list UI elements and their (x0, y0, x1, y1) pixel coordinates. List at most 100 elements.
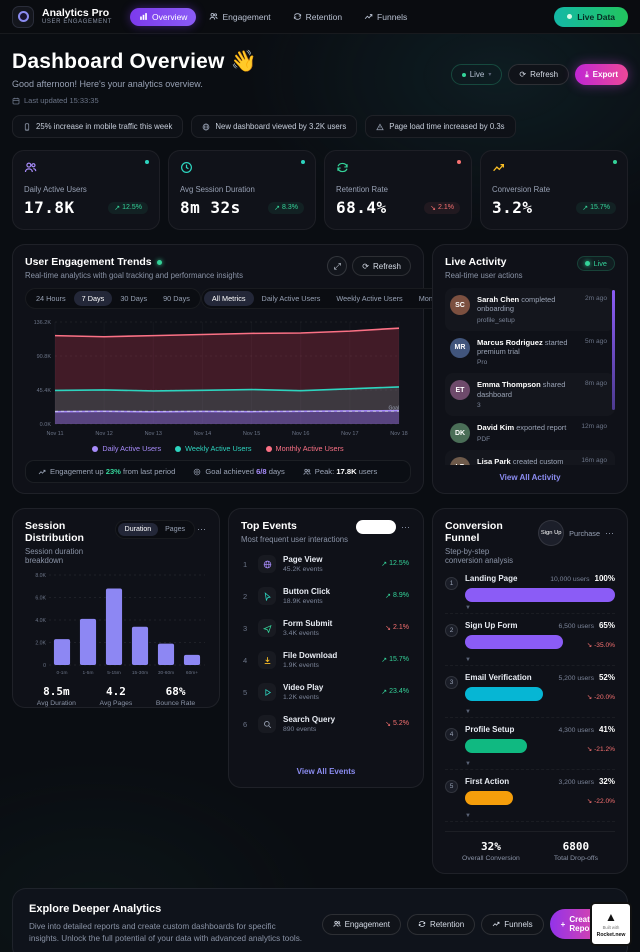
step-percent: 41% (598, 725, 615, 734)
tab-metric-daily-active-users[interactable]: Daily Active Users (261, 294, 321, 303)
tab-range-30-days[interactable]: 30 Days (120, 294, 148, 303)
alert-chip-1[interactable]: New dashboard viewed by 3.2K users (191, 115, 358, 138)
more-menu-icon[interactable]: ⋯ (605, 527, 615, 538)
explore-banner: Explore Deeper Analytics Dive into detai… (12, 888, 628, 952)
event-name: File Download (283, 651, 338, 660)
activity-tag: profile_setup (477, 316, 515, 324)
event-row-button-click[interactable]: 2 Button Click 18.9K events ↗ 8.9% (241, 580, 411, 612)
funnel-summary: 32% Overall Conversion 6800 Total Drop-offs (445, 831, 615, 862)
session-bar-chart[interactable]: 8.0K 6.0K 4.0K 2.0K 0 0-1m 1-5m 5-15m 15-30m 30-6… (25, 569, 209, 677)
engagement-area-chart[interactable]: 136.2K 90.8K 45.4K 0.0K Nov 11 Nov 12 Nov 13 No… (25, 314, 413, 440)
more-menu-icon[interactable]: ⋯ (197, 524, 207, 534)
tab-range-7-days[interactable]: 7 Days (73, 291, 113, 306)
stat-label: Retention Rate (336, 185, 389, 194)
event-row-video-play[interactable]: 5 Video Play 1.2K events ↗ 23.4% (241, 676, 411, 708)
events-toggle-pill[interactable] (356, 520, 396, 534)
alert-chip-0[interactable]: 25% increase in mobile traffic this week (12, 115, 184, 138)
live-select[interactable]: Live ▾ (450, 64, 503, 85)
expand-button[interactable]: ⤢ (327, 256, 348, 276)
step-number: 4 (445, 728, 458, 741)
toggle-session-pages[interactable]: Pages (165, 526, 185, 533)
calendar-icon (12, 97, 20, 104)
explore-text: Dive into detailed reports and create cu… (29, 922, 303, 944)
export-button[interactable]: ⤓ Export (575, 64, 628, 85)
status-dot-icon (145, 160, 149, 164)
refresh-button[interactable]: ⟳ Refresh (508, 64, 570, 85)
funnel-step-email-verification[interactable]: 3 Email Verification 5,200 users 52% ↘ -20.0… (445, 666, 615, 718)
tab-metric-weekly-active-users[interactable]: Weekly Active Users (336, 294, 403, 303)
event-row-form-submit[interactable]: 3 Form Submit 3.4K events ↘ 2.1% (241, 612, 411, 644)
activity-time: 12m ago (581, 423, 607, 431)
funnel-step-profile-setup[interactable]: 4 Profile Setup 4,300 users 41% ↘ -21.2% ▼ (445, 718, 615, 770)
activity-row[interactable]: LPLisa Park created custom filtercustom_… (445, 450, 615, 465)
activity-row[interactable]: DK David Kim exported report PDF 12m ago (445, 416, 615, 450)
tab-metric-all-metrics[interactable]: All Metrics (203, 291, 254, 306)
activity-row[interactable]: MR Marcus Rodriguez started premium trial… (445, 331, 615, 374)
legend-monthly-active-users[interactable]: Monthly Active Users (265, 444, 344, 453)
tab-range-24-hours[interactable]: 24 Hours (36, 294, 66, 303)
stat-card-retention-rate[interactable]: Retention Rate 68.4% ↘ 2.1% (324, 150, 472, 230)
chart-refresh-button[interactable]: ⟳ Refresh (352, 256, 411, 276)
funnel-toggle-purchase[interactable]: Purchase (569, 528, 600, 538)
toggle-session-duration[interactable]: Duration (117, 523, 159, 536)
stat-label: Conversion Rate (492, 185, 551, 194)
funnel-step-landing-page[interactable]: 1 Landing Page 10,000 users 100% ▼ (445, 567, 615, 614)
explore-button-funnels[interactable]: Funnels (481, 913, 544, 935)
repeat-icon (336, 161, 460, 176)
event-row-search-query[interactable]: 6 Search Query 890 events ↘ 5.2% (241, 708, 411, 740)
tab-range-90-days[interactable]: 90 Days (163, 294, 190, 303)
stat-value: 17.8K (24, 198, 75, 217)
trend-icon (492, 922, 500, 927)
nav-item-funnels[interactable]: Funnels (355, 8, 416, 26)
event-row-page-view[interactable]: 1 Page View 45.2K events ↗ 12.5% (241, 548, 411, 580)
rocket-new-badge[interactable]: ▲ Built with Rocket.new (590, 902, 632, 946)
activity-row[interactable]: SC Sarah Chen completed onboarding profile… (445, 288, 615, 331)
nav-item-retention[interactable]: Retention (284, 8, 351, 26)
stat-card-conversion-rate[interactable]: Conversion Rate 3.2% ↗ 15.7% (480, 150, 628, 230)
event-change: ↗ 8.9% (385, 592, 409, 600)
view-all-events-link[interactable]: View All Events (296, 767, 356, 776)
funnel-step-sign-up-form[interactable]: 2 Sign Up Form 6,500 users 65% ↘ -35.0% ▼ (445, 614, 615, 666)
nav-item-engagement[interactable]: Engagement (200, 8, 279, 26)
svg-text:2.0K: 2.0K (35, 641, 46, 647)
svg-text:6.0K: 6.0K (35, 596, 46, 602)
step-name: Landing Page (465, 574, 518, 583)
event-change: ↗ 12.5% (381, 560, 409, 568)
step-percent: 100% (594, 574, 615, 583)
event-row-file-download[interactable]: 4 File Download 1.9K events ↗ 15.7% (241, 644, 411, 676)
funnel-step-first-action[interactable]: 5 First Action 3,200 users 32% ↘ -22.0% ▼ (445, 770, 615, 822)
users-icon (333, 921, 341, 928)
avatar: LP (450, 457, 470, 465)
event-count: 45.2K events (283, 566, 323, 573)
explore-button-retention[interactable]: Retention (406, 913, 476, 935)
legend-daily-active-users[interactable]: Daily Active Users (92, 444, 161, 453)
alert-chip-2[interactable]: Page load time increased by 0.3s (365, 115, 516, 138)
activity-scrollbar[interactable] (612, 290, 615, 410)
arrow-up-icon: ↗ (274, 204, 281, 212)
activity-row[interactable]: ET Emma Thompson shared dashboard 3 8m ago (445, 373, 615, 416)
last-updated: Last updated 15:33:35 (12, 96, 257, 105)
svg-text:136.2K: 136.2K (34, 320, 52, 326)
stat-value: 3.2% (492, 198, 533, 217)
view-all-activity-link[interactable]: View All Activity (499, 473, 561, 482)
more-menu-icon[interactable]: ⋯ (401, 521, 411, 532)
nav-item-overview[interactable]: Overview (130, 7, 197, 26)
events-list: 1 Page View 45.2K events ↗ 12.5% 2 Button Clic… (241, 548, 411, 759)
stat-card-avg-session-duration[interactable]: Avg Session Duration 8m 32s ↗ 8.3% (168, 150, 316, 230)
chevron-down-icon: ▼ (465, 761, 471, 767)
step-users: 10,000 users (550, 576, 590, 583)
live-data-button[interactable]: Live Data (554, 6, 628, 27)
send-icon (262, 624, 272, 633)
arrow-up-icon: ↗ (582, 204, 589, 212)
event-name: Video Play (283, 683, 324, 692)
step-users: 4,300 users (558, 727, 594, 734)
legend-weekly-active-users[interactable]: Weekly Active Users (175, 444, 252, 453)
event-change: ↗ 23.4% (381, 688, 409, 696)
stat-card-daily-active-users[interactable]: Daily Active Users 17.8K ↗ 12.5% (12, 150, 160, 230)
step-users: 6,500 users (558, 623, 594, 630)
explore-button-engagement[interactable]: Engagement (321, 913, 401, 935)
avatar: SC (450, 295, 470, 315)
funnel-toggle-signup[interactable]: Sign Up (538, 520, 565, 546)
range-tab-group: 24 Hours 7 Days 30 Days 90 Days (25, 288, 201, 309)
svg-text:30-60m: 30-60m (158, 670, 174, 676)
